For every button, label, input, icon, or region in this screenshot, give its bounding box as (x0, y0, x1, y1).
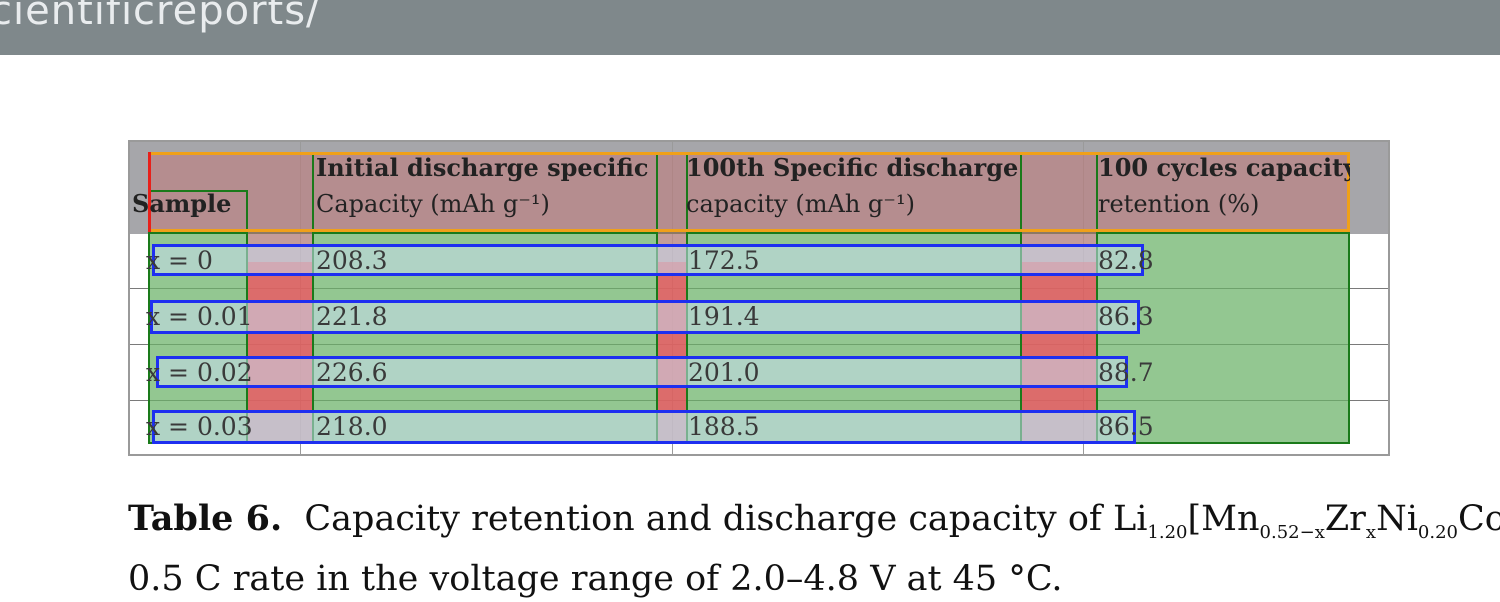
top-bar: cientificreports/ (0, 0, 1500, 55)
caption-text: Capacity retention and discharge capacit… (304, 499, 1148, 539)
cell-initial: 221.8 (316, 302, 388, 331)
cell-100th: 191.4 (688, 302, 760, 331)
caption-sub: 0.20 (1417, 522, 1458, 543)
annotation-row-box (152, 410, 1136, 444)
cell-retention: 86.5 (1098, 412, 1154, 441)
annotation-gap-strip (1022, 262, 1096, 412)
cell-retention: 88.7 (1098, 358, 1154, 387)
caption-line-2: 0.5 C rate in the voltage range of 2.0–4… (128, 559, 1063, 599)
annotation-header-region (148, 152, 1350, 232)
cell-initial: 218.0 (316, 412, 388, 441)
cell-retention: 82.8 (1098, 246, 1154, 275)
caption-sub: 1.20 (1147, 522, 1188, 543)
site-url[interactable]: cientificreports/ (0, 0, 321, 34)
caption-label: Table 6. (128, 498, 283, 539)
header-initial-capacity: Initial discharge specific Capacity (mAh… (316, 153, 649, 218)
cell-sample: x = 0.01 (146, 302, 253, 331)
cell-100th: 188.5 (688, 412, 760, 441)
data-table: Sample Initial discharge specific Capaci… (128, 140, 1390, 456)
caption-sub: 0.52−x (1259, 522, 1325, 543)
header-retention: 100 cycles capacity retention (%) (1098, 153, 1350, 218)
annotation-row-box (150, 300, 1140, 334)
caption-text: Zr (1324, 499, 1366, 539)
cell-sample: x = 0 (146, 246, 213, 275)
caption-sub: x (1365, 522, 1377, 543)
header-sample: Sample (132, 189, 232, 218)
cell-100th: 201.0 (688, 358, 760, 387)
table-header-bg (130, 142, 1388, 234)
annotation-gap-strip (248, 262, 312, 412)
table-caption: Table 6. Capacity retention and discharg… (128, 496, 1500, 602)
caption-text: [Mn (1187, 499, 1260, 539)
annotation-row-box (152, 244, 1144, 276)
annotation-marker (148, 152, 151, 232)
cell-retention: 86.3 (1098, 302, 1154, 331)
cell-initial: 226.6 (316, 358, 388, 387)
cell-sample: x = 0.03 (146, 412, 253, 441)
header-100th-capacity: 100th Specific discharge capacity (mAh g… (686, 153, 1019, 218)
cell-sample: x = 0.02 (146, 358, 253, 387)
annotation-gap-strip (658, 262, 686, 412)
caption-line-1: Table 6. Capacity retention and discharg… (128, 496, 1500, 556)
caption-text: Co (1457, 499, 1500, 539)
annotation-row-box (156, 356, 1128, 388)
cell-100th: 172.5 (688, 246, 760, 275)
cell-initial: 208.3 (316, 246, 388, 275)
caption-text: Ni (1376, 499, 1418, 539)
